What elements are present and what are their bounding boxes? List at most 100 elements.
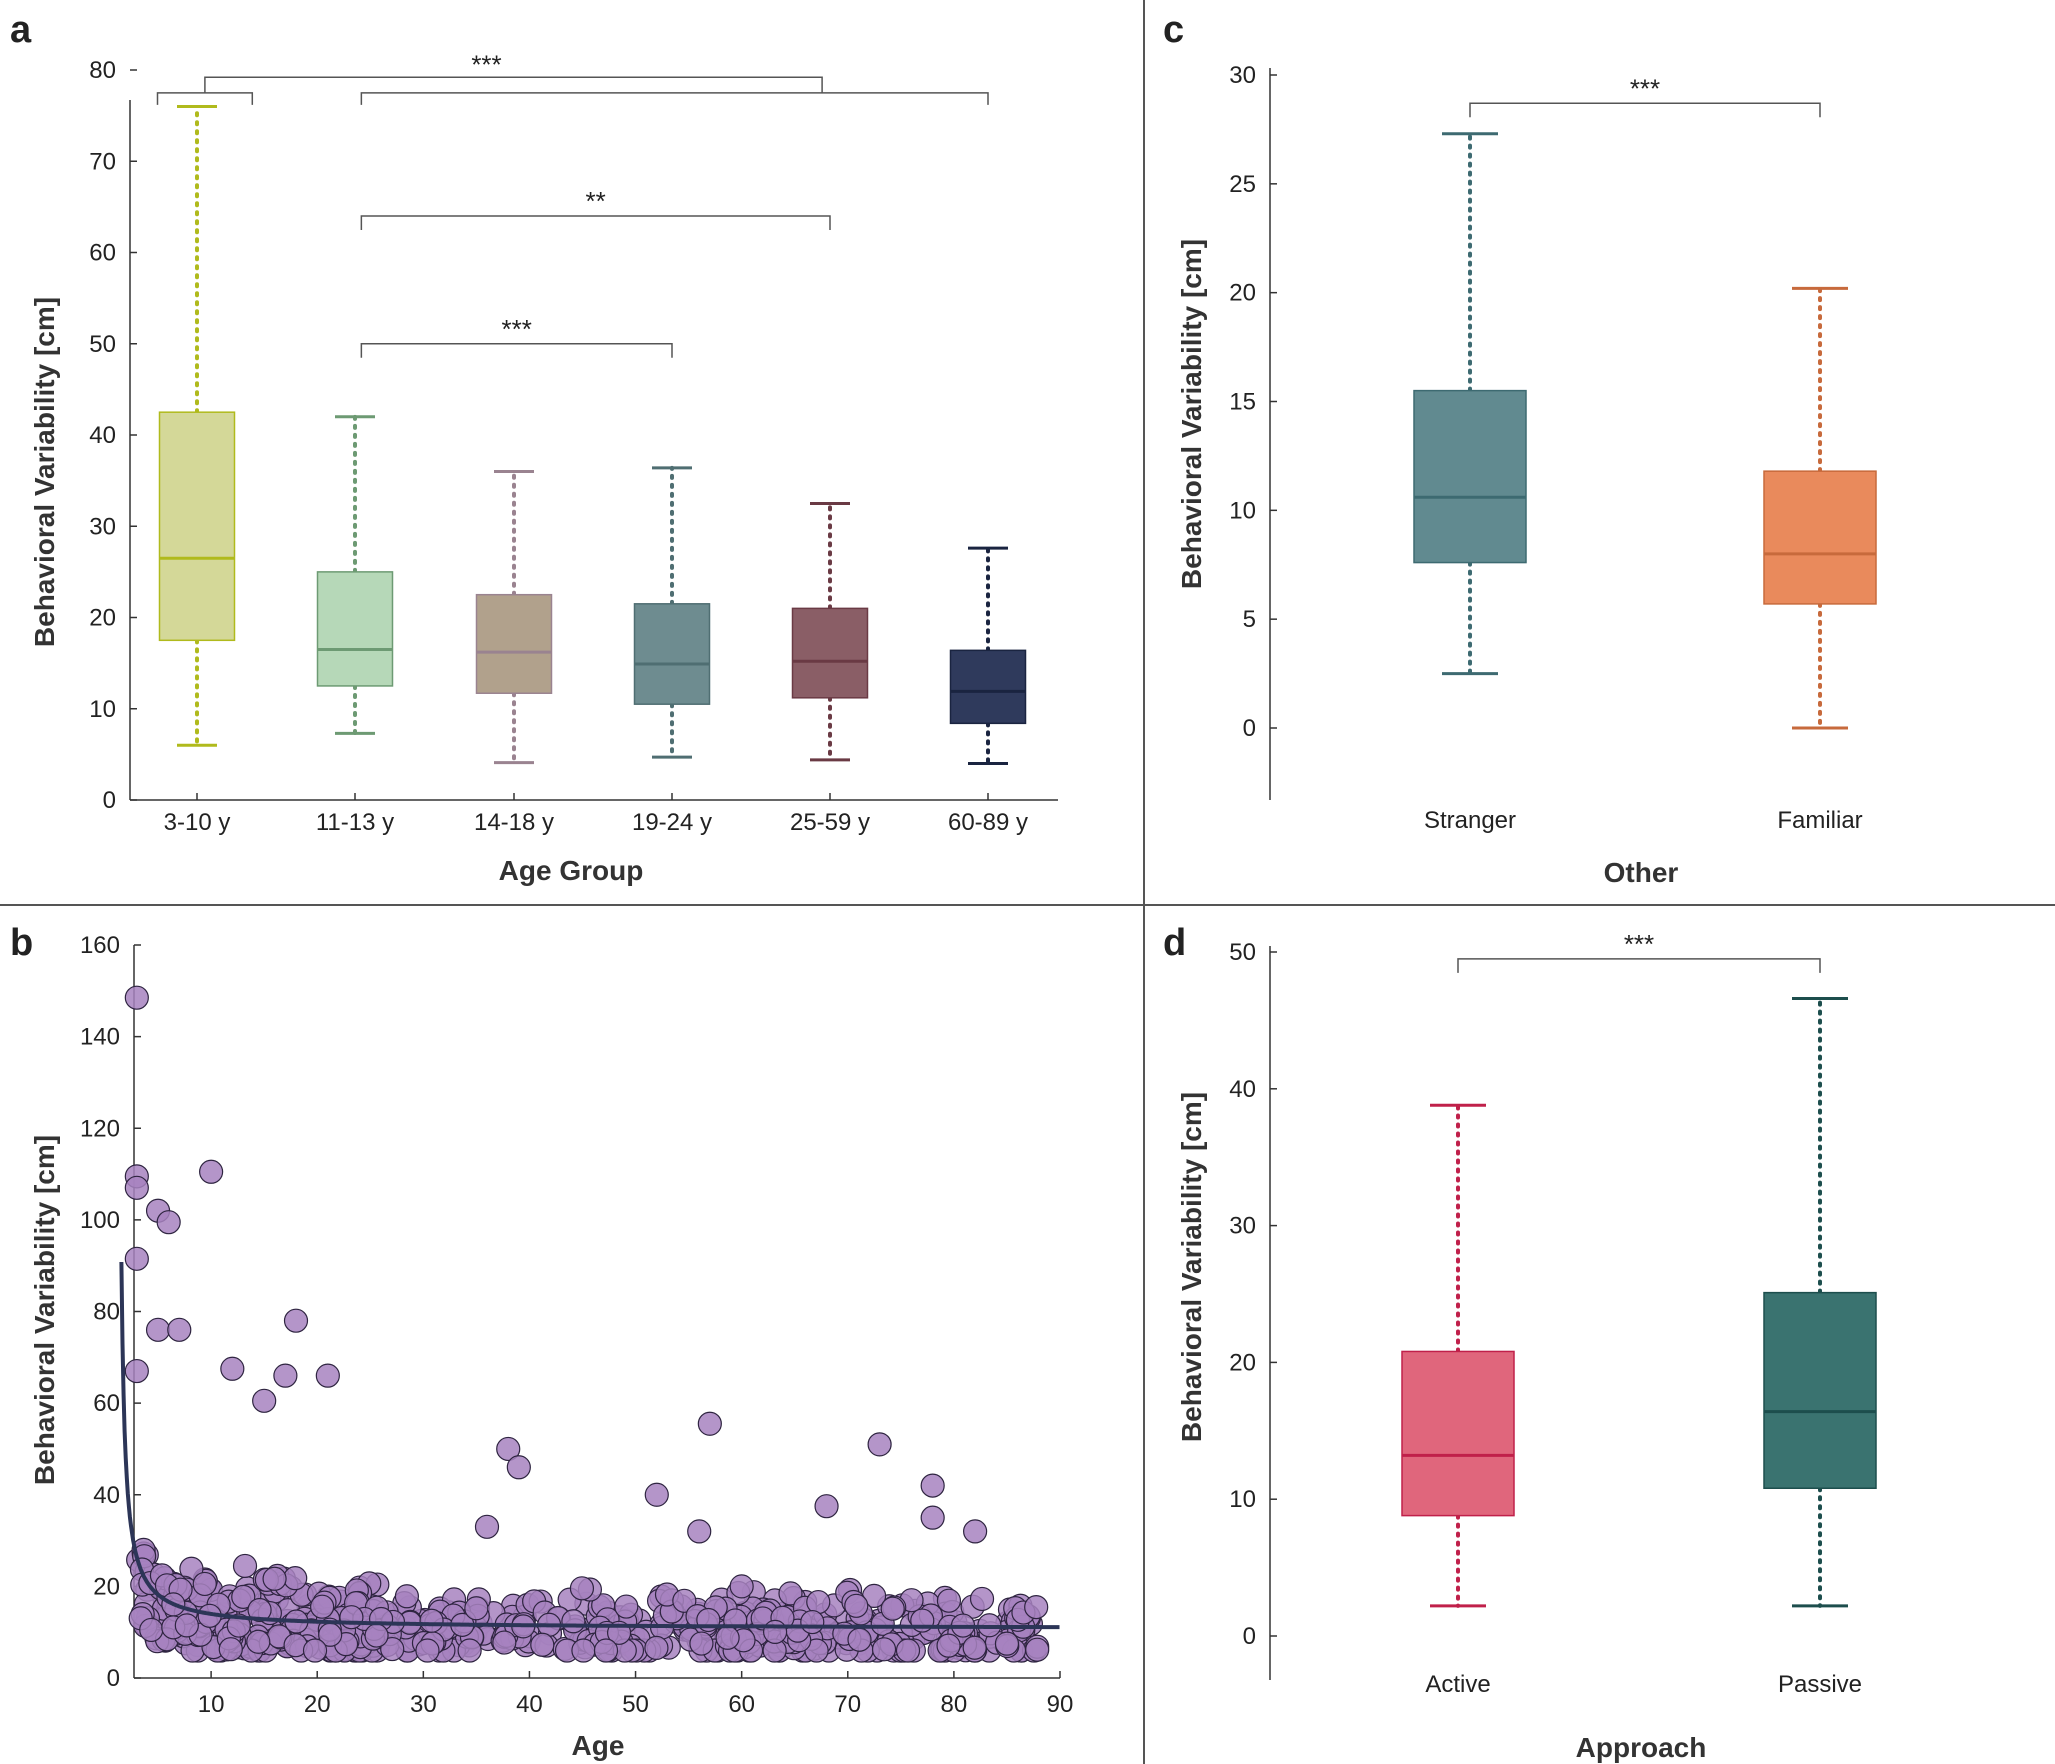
y-tick-label: 25	[1229, 171, 1256, 198]
y-tick-label: 50	[1229, 939, 1256, 966]
panel-d: d Behavioral Variability [cm] Approach 0…	[1163, 922, 1877, 1763]
scatter-point	[174, 1613, 199, 1638]
significance-label: ***	[471, 49, 501, 79]
scatter-point	[192, 1571, 217, 1597]
iqr-box	[1763, 470, 1877, 605]
x-tick-label: 50	[622, 1691, 649, 1718]
scatter-point	[936, 1588, 962, 1613]
scatter-point	[124, 1358, 149, 1384]
scatter-point	[364, 1623, 389, 1648]
y-axis-label-c: Behavioral Variability [cm]	[1176, 239, 1207, 589]
scatter-point	[124, 1246, 149, 1271]
x-tick-label: Stranger	[1424, 807, 1516, 834]
boxes-c	[1413, 131, 1877, 730]
x-tick-label: Familiar	[1777, 807, 1862, 834]
scatter-point	[156, 1210, 181, 1235]
scatter-point	[394, 1584, 420, 1609]
scatter-point	[800, 1609, 825, 1635]
significance-label: ***	[1624, 929, 1654, 959]
scatter-point	[806, 1589, 831, 1615]
bracket-left-group	[156, 92, 254, 105]
panel-a: a Behavioral Variability [cm] Age Group …	[10, 9, 1058, 886]
scatter-point	[380, 1636, 405, 1662]
scatter-point	[969, 1586, 995, 1612]
scatter-point	[715, 1625, 740, 1650]
x-tick-label: 80	[941, 1691, 968, 1718]
box-11-13 y	[316, 414, 394, 736]
axes-b: 0 20 40 60 80 100 120 140 160 10 20 30 40 50 60 70 80 90	[80, 932, 1073, 1718]
scatter-point	[218, 1637, 243, 1662]
fit-curve	[119, 1261, 1060, 1630]
scatter-point	[247, 1597, 272, 1623]
y-tick-label: 80	[89, 57, 116, 84]
iqr-box	[791, 607, 869, 699]
scatter-point	[687, 1519, 712, 1544]
scatter-point	[283, 1308, 309, 1333]
x-tick-label: 30	[410, 1691, 437, 1718]
y-axis-label-a: Behavioral Variability [cm]	[29, 297, 60, 647]
x-tick-label: 60	[728, 1691, 755, 1718]
scatter-point	[778, 1581, 803, 1606]
scatter-point	[644, 1635, 669, 1660]
panel-label-a: a	[10, 9, 32, 51]
scatter-point	[315, 1363, 340, 1388]
scatter-point	[672, 1588, 697, 1613]
y-tick-label: 140	[80, 1024, 120, 1051]
scatter-point	[124, 985, 149, 1010]
scatter-point	[302, 1638, 328, 1663]
scatter-point	[492, 1630, 517, 1655]
x-tick-label: 20	[304, 1691, 331, 1718]
box-60-89 y	[949, 546, 1027, 766]
significance-bracket: **	[360, 186, 831, 230]
y-tick-label: 30	[89, 513, 116, 540]
bracket-line	[204, 76, 823, 93]
y-tick-label: 10	[1229, 497, 1256, 524]
scatter-point	[167, 1317, 192, 1342]
scatter-point	[895, 1638, 921, 1663]
iqr-box	[633, 603, 711, 705]
panel-label-d: d	[1163, 922, 1186, 964]
panel-b: b Behavioral Variability [cm] Age 0 20 40 6…	[10, 922, 1073, 1761]
scatter-point	[339, 1605, 364, 1630]
y-tick-label: 160	[80, 932, 120, 959]
box-3-10 y	[158, 104, 236, 748]
scatter-point	[464, 1596, 489, 1621]
scatter-point	[220, 1356, 245, 1381]
scatter-point	[246, 1629, 271, 1654]
scatter-point	[847, 1627, 872, 1652]
panel-c: c Behavioral Variability [cm] Other 0 5 10…	[1163, 9, 1877, 888]
scatter-point	[936, 1633, 961, 1658]
scatter-point	[920, 1473, 945, 1498]
panel-label-b: b	[10, 922, 33, 964]
box-Familiar	[1763, 286, 1877, 730]
box-Stranger	[1413, 131, 1527, 676]
significance-c: ***	[1469, 73, 1821, 118]
box-19-24 y	[633, 465, 711, 760]
y-tick-label: 50	[89, 331, 116, 358]
scatter-point	[139, 1617, 164, 1643]
scatter-point	[867, 1432, 892, 1457]
y-tick-label: 20	[1229, 280, 1256, 307]
x-tick-label: 40	[516, 1691, 543, 1718]
x-tick-label: Passive	[1778, 1671, 1862, 1698]
iqr-box	[316, 571, 394, 687]
iqr-box	[1413, 389, 1527, 564]
scatter-point	[231, 1584, 256, 1609]
y-tick-label: 30	[1229, 62, 1256, 89]
scatter-point	[920, 1505, 945, 1530]
y-tick-label: 20	[1229, 1349, 1256, 1376]
box-Active	[1401, 1103, 1515, 1608]
y-tick-label: 10	[89, 696, 116, 723]
y-tick-label: 100	[80, 1207, 120, 1234]
x-tick-label: 90	[1047, 1691, 1074, 1718]
panel-label-c: c	[1163, 9, 1184, 51]
scatter-point	[871, 1637, 897, 1662]
scatter-point	[474, 1514, 500, 1539]
scatter-point	[593, 1638, 619, 1663]
x-tick-label: 70	[834, 1691, 861, 1718]
scatter-point	[571, 1638, 596, 1663]
scatter-point	[614, 1594, 639, 1619]
scatter-point	[145, 1317, 171, 1342]
boxes-d	[1401, 996, 1877, 1608]
y-tick-label: 120	[80, 1115, 120, 1142]
